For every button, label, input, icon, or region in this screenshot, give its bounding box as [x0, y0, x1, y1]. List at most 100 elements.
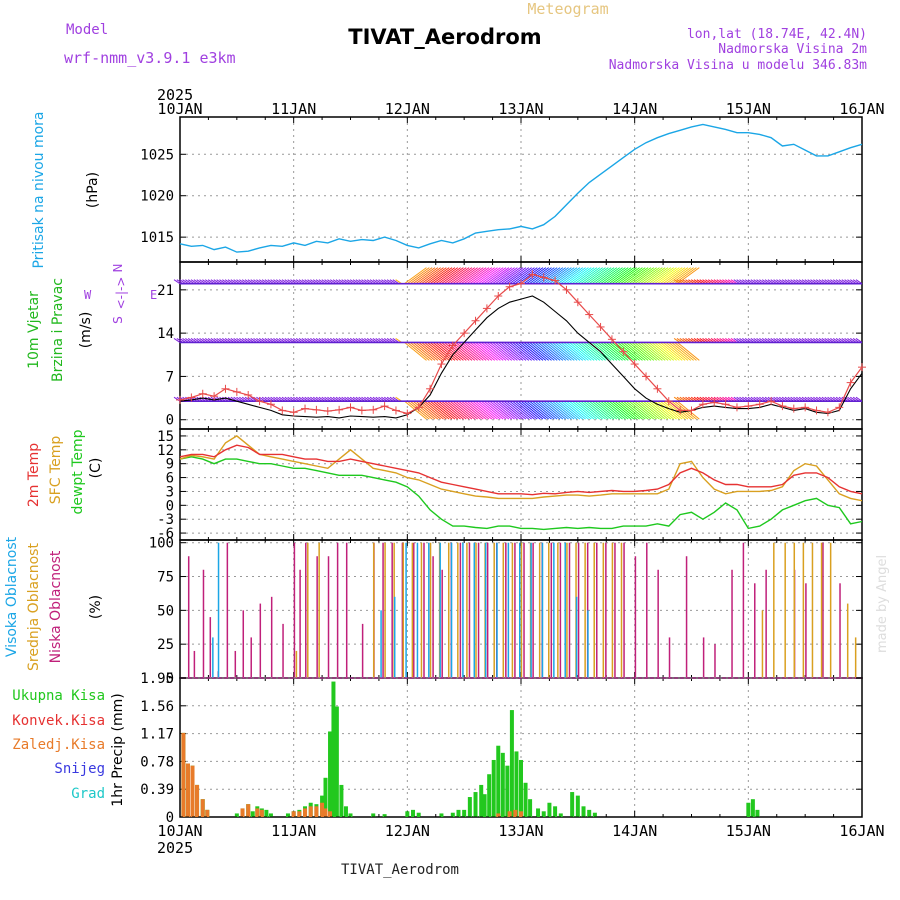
panel-2 — [179, 428, 863, 541]
wind-barb — [546, 342, 569, 361]
wind-barb — [438, 400, 461, 420]
wind-barb — [523, 400, 547, 420]
cloud-low-bar — [187, 556, 190, 678]
wind-barb — [645, 400, 669, 420]
wind-barb — [554, 342, 578, 361]
cloud-mid-bar — [307, 542, 309, 678]
cloud-low-bar — [441, 569, 443, 678]
cloud-mid-bar — [457, 542, 459, 678]
wind-barb — [628, 267, 652, 285]
wind-barb — [409, 400, 433, 420]
wind-barb — [529, 342, 552, 361]
cloud-low-bar — [839, 583, 841, 678]
cloud-high-bar — [450, 542, 453, 678]
wind-barb — [520, 342, 544, 361]
cloud-high-bar — [553, 542, 555, 678]
wind-barb — [611, 400, 635, 420]
precip-total-bar — [482, 794, 487, 817]
x-label-bottom: 15JAN — [726, 822, 771, 840]
compass-e: E — [150, 288, 157, 302]
cloud-low-bar — [361, 623, 364, 678]
wind-barb — [540, 342, 564, 361]
wind-barb — [506, 342, 530, 361]
cloud-low-bar — [742, 542, 745, 678]
wind-barb — [418, 267, 441, 285]
precip-total-bar — [343, 806, 348, 817]
wind-barb — [520, 400, 544, 420]
cloud-low-bar — [634, 556, 637, 678]
wind-barb — [458, 400, 481, 420]
wind-barb — [560, 400, 584, 420]
cloud-high-bar — [587, 610, 589, 678]
wind-barb — [628, 342, 652, 361]
wind-barb — [475, 267, 498, 285]
x-label-top: 12JAN — [385, 100, 430, 118]
cloud-low-bar — [336, 542, 339, 678]
wind-barb — [665, 342, 689, 361]
wind-barb — [515, 400, 538, 420]
precip-total-bar — [750, 799, 755, 817]
wind-barb — [506, 267, 530, 285]
cloud-ylabel-1: Visoka Oblacnost — [4, 536, 20, 657]
x-label-top: 11JAN — [271, 100, 316, 118]
precip-tick-label: 0.78 — [140, 754, 174, 770]
temp-tick-label: 0 — [166, 498, 174, 514]
wind-barb — [603, 267, 626, 285]
precip-total-bar — [505, 765, 510, 817]
wind-tick-label: 7 — [166, 369, 174, 385]
precip-conv-bar — [303, 808, 308, 817]
cloud-high-bar — [217, 542, 220, 678]
wind-barb — [466, 400, 490, 420]
chart-subtitle: Meteogram — [527, 0, 608, 18]
wind-barb — [645, 267, 669, 285]
cloud-low-bar — [657, 569, 659, 678]
wind-barb — [654, 267, 677, 285]
cloud-high-bar — [428, 542, 430, 678]
wind-barb — [540, 400, 564, 420]
temp-unit: (C) — [88, 458, 104, 479]
wind-barb — [634, 400, 657, 420]
wind-barb — [634, 342, 657, 361]
wind-barb — [580, 267, 603, 285]
wind-barb — [512, 400, 535, 420]
cloud-low-bar — [468, 542, 471, 678]
wind-barb — [560, 342, 584, 361]
wind-barb — [603, 400, 626, 420]
cloud-low-bar — [514, 542, 516, 678]
t2m-line — [179, 444, 863, 496]
cloud-high-bar — [575, 596, 578, 678]
cloud-low-bar — [523, 542, 525, 678]
cloud-mid-bar — [466, 542, 468, 678]
precip-total-bar — [746, 802, 751, 817]
wind-barb — [537, 342, 561, 361]
wind-barb — [469, 267, 493, 285]
wind-barb — [489, 400, 513, 420]
temp-tick-label: 3 — [166, 484, 174, 500]
wind-barb — [526, 342, 549, 361]
lonlat-text: lon,lat (18.74E, 42.4N) — [687, 27, 867, 42]
temp-ylabel-1: 2m Temp — [26, 443, 42, 507]
precip-total-bar — [575, 795, 580, 817]
precip-total-bar — [581, 806, 586, 817]
wind-barb — [486, 400, 510, 420]
cloud-low-bar — [293, 542, 296, 678]
wind-barb — [469, 342, 493, 361]
precip-legend-4: Grad — [71, 786, 105, 802]
wind-barb — [463, 342, 487, 361]
cloud-low-bar — [209, 617, 212, 678]
cloud-low-bar — [668, 637, 671, 678]
wind-barb — [446, 400, 470, 420]
wind-barb — [497, 342, 521, 361]
wind-barb — [480, 267, 504, 285]
wind-unit: (m/s) — [78, 312, 94, 349]
wind-barb — [478, 267, 501, 285]
wind-barb — [563, 342, 586, 361]
wind-barb — [622, 400, 646, 420]
precip-total-bar — [514, 751, 519, 817]
wind-barb — [495, 342, 518, 361]
panels: 10JAN 10JAN 11JAN 11JAN 12JAN 12JAN 13JAN 13JAN… — [4, 100, 885, 840]
precip-conv-bar — [200, 799, 205, 817]
wind-barb — [588, 267, 612, 285]
wind-barb — [546, 267, 569, 285]
